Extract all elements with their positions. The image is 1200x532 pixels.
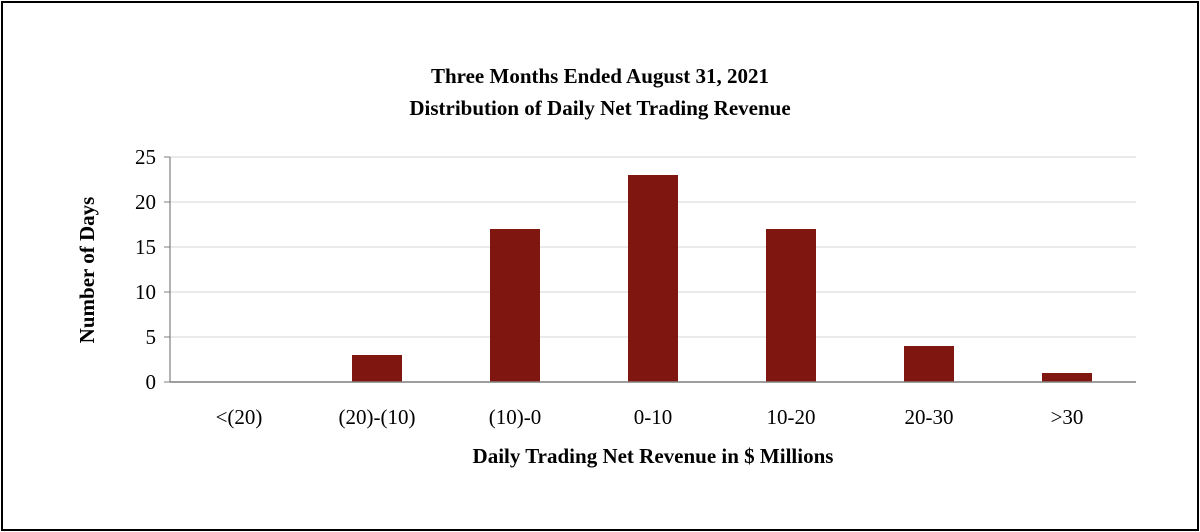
axes: 0 5 10 15 20 25 <(20) (20)-(10) (10)-0 0-10 10-20 2… — [135, 145, 1136, 429]
y-axis-title: Number of Days — [75, 197, 99, 344]
bar-5 — [904, 346, 954, 382]
x-tick-label: 20-30 — [905, 405, 954, 429]
bar-4 — [766, 229, 816, 382]
x-tick-label: 0-10 — [634, 405, 673, 429]
chart-title: Three Months Ended August 31, 2021 — [431, 64, 769, 88]
bar-1 — [352, 355, 402, 382]
y-tick-label: 20 — [135, 190, 156, 214]
bar-3 — [628, 175, 678, 382]
x-tick-label: (10)-0 — [489, 405, 541, 429]
x-tick-label: <(20) — [216, 405, 263, 429]
y-tick-label: 0 — [146, 370, 157, 394]
x-tick-label: >30 — [1051, 405, 1084, 429]
x-tick-label: (20)-(10) — [339, 405, 416, 429]
y-tick-label: 5 — [146, 325, 157, 349]
bars — [352, 175, 1092, 382]
y-tick-label: 25 — [135, 145, 156, 169]
chart-subtitle: Distribution of Daily Net Trading Revenu… — [409, 96, 790, 120]
y-tick-label: 15 — [135, 235, 156, 259]
x-tick-label: 10-20 — [767, 405, 816, 429]
y-tick-label: 10 — [135, 280, 156, 304]
x-axis-title: Daily Trading Net Revenue in $ Millions — [473, 444, 834, 468]
bar-6 — [1042, 373, 1092, 382]
bar-2 — [490, 229, 540, 382]
